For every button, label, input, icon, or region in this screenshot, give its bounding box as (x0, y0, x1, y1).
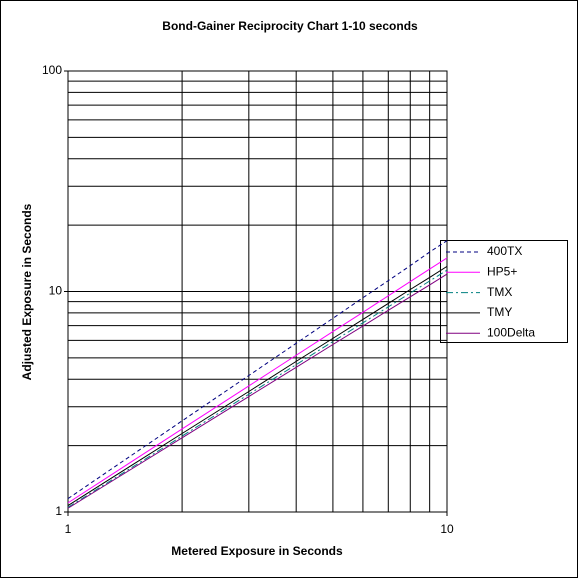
series-line (67, 257, 448, 504)
chart-title: Bond-Gainer Reciprocity Chart 1-10 secon… (162, 19, 418, 33)
legend-box (440, 240, 568, 343)
y-tick-label: 10 (49, 284, 63, 298)
y-axis-title: Adjusted Exposure in Seconds (20, 203, 34, 380)
x-axis-title: Metered Exposure in Seconds (171, 544, 343, 558)
legend-label: TMY (487, 305, 512, 319)
series-line (67, 273, 448, 509)
x-tick-label: 1 (65, 522, 72, 536)
series-line (67, 269, 448, 508)
series-line (67, 265, 448, 506)
plot-border (67, 70, 448, 513)
legend-label: HP5+ (487, 264, 517, 278)
legend-label: TMX (487, 285, 512, 299)
x-tick-label: 10 (440, 522, 454, 536)
legend-label: 100Delta (487, 325, 535, 339)
y-tick-label: 1 (55, 504, 62, 518)
legend-label: 400TX (487, 244, 522, 258)
series-line (67, 240, 448, 500)
y-tick-label: 100 (42, 63, 62, 77)
